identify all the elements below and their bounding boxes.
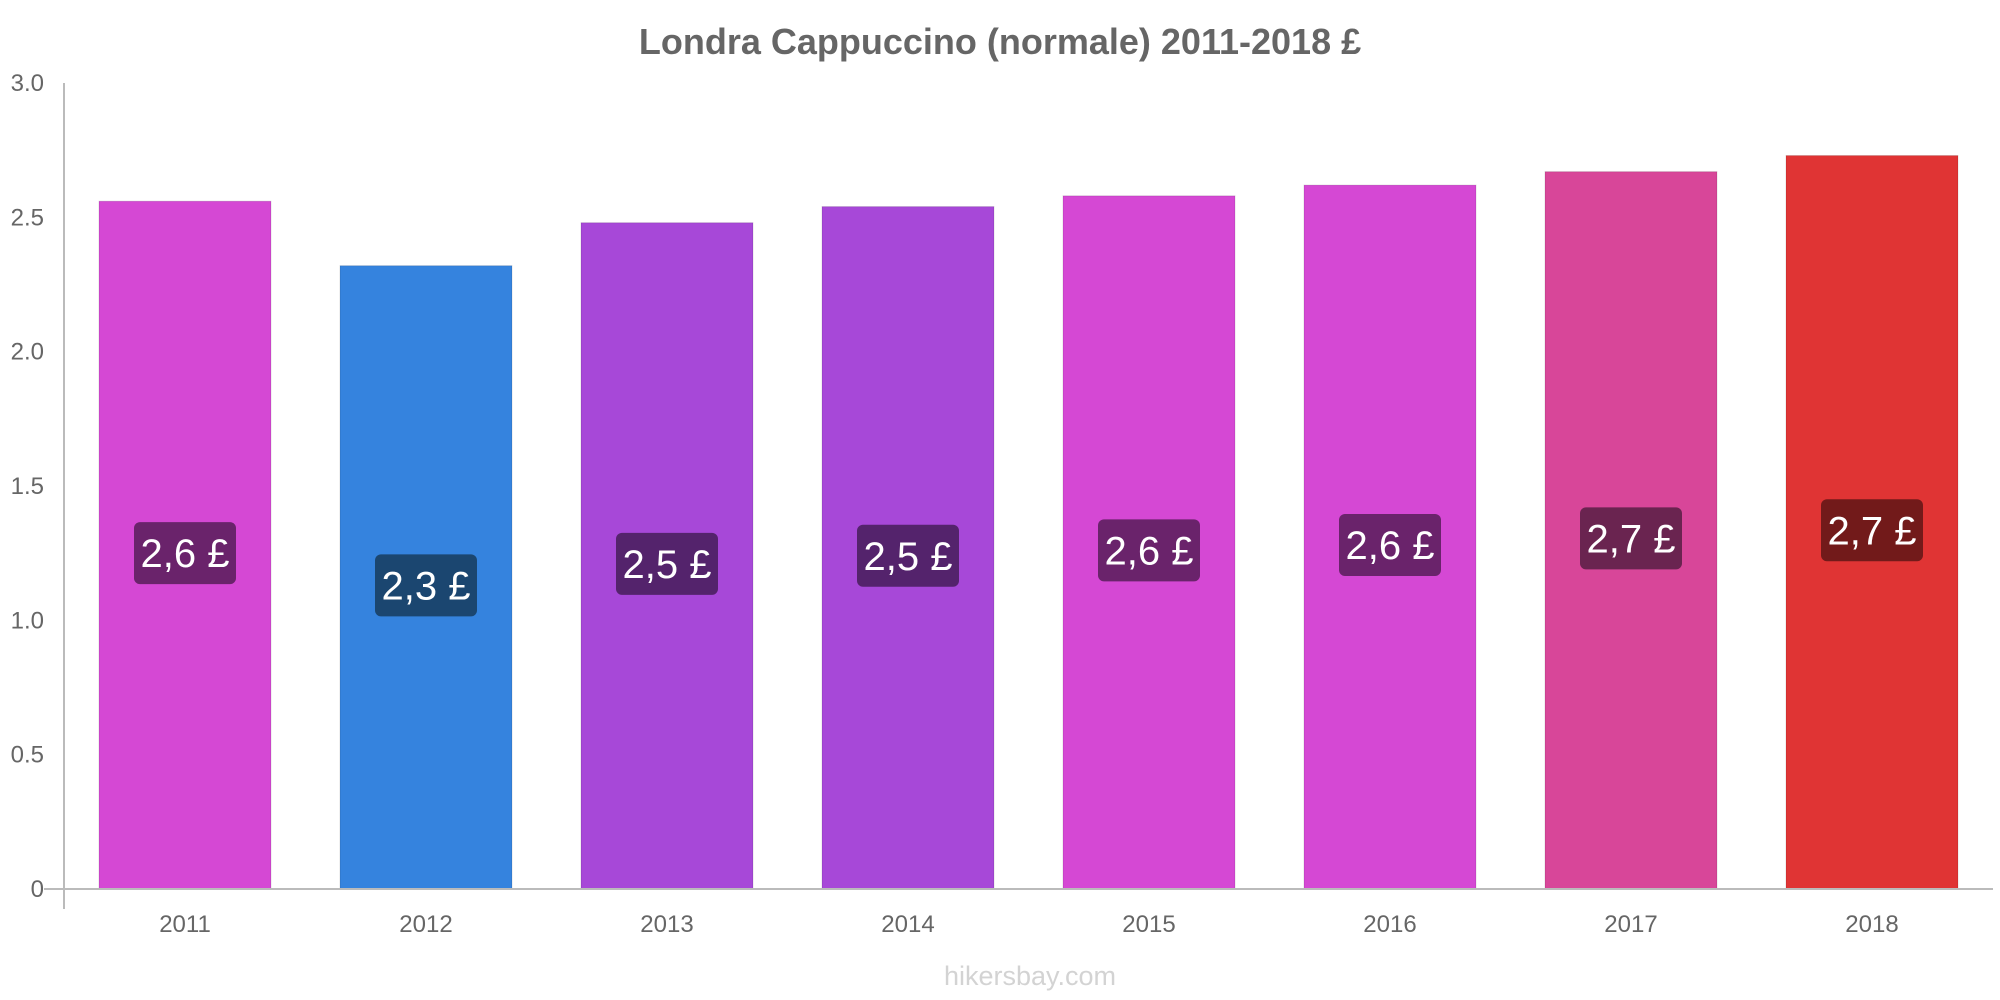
x-tick-label: 2015 [1122, 911, 1175, 938]
y-tick-label: 1.0 [11, 607, 44, 634]
data-label-box [1580, 507, 1682, 570]
watermark[interactable]: hikersbay.com [944, 961, 1116, 991]
x-tick-label: 2018 [1845, 911, 1898, 938]
data-label-box [1821, 499, 1923, 562]
data-label: 2,6 £ [1105, 529, 1194, 573]
x-tick-label: 2012 [399, 911, 452, 938]
x-tick-label: 2013 [640, 911, 693, 938]
x-tick-label: 2017 [1604, 911, 1657, 938]
data-label: 2,7 £ [1587, 517, 1676, 561]
chart-title: Londra Cappuccino (normale) 2011-2018 £ [639, 21, 1361, 62]
data-label-box [1098, 519, 1200, 582]
y-tick-label: 0 [31, 876, 44, 903]
data-label-box [857, 524, 959, 587]
y-tick-label: 3.0 [11, 70, 44, 97]
data-label: 2,5 £ [623, 543, 712, 587]
data-label-box [616, 532, 718, 595]
y-tick-label: 2.0 [11, 339, 44, 366]
x-tick-label: 2016 [1363, 911, 1416, 938]
data-label: 2,7 £ [1828, 509, 1917, 553]
data-label-box [375, 554, 477, 617]
y-tick-label: 1.5 [11, 473, 44, 500]
x-axis: 2011 2012 2013 2014 2015 2016 2017 2018 [44, 888, 1993, 938]
y-axis: 0 0.5 1.0 1.5 2.0 2.5 3.0 [11, 70, 65, 909]
data-label-box [134, 522, 236, 585]
data-label: 2,3 £ [382, 564, 471, 608]
data-label-box [1339, 514, 1441, 577]
data-label: 2,6 £ [1346, 524, 1435, 568]
x-tick-label: 2014 [881, 911, 934, 938]
y-tick-label: 2.5 [11, 204, 44, 231]
bars-group: 2,6 £ 2,3 £ 2,5 £ 2,5 £ 2,6 £ 2,6 £ 2,7 £ 2,7 £ [98, 155, 1959, 890]
y-tick-label: 0.5 [11, 742, 44, 769]
x-tick-label: 2011 [159, 911, 211, 938]
data-label: 2,5 £ [864, 535, 953, 579]
data-label: 2,6 £ [141, 532, 230, 576]
